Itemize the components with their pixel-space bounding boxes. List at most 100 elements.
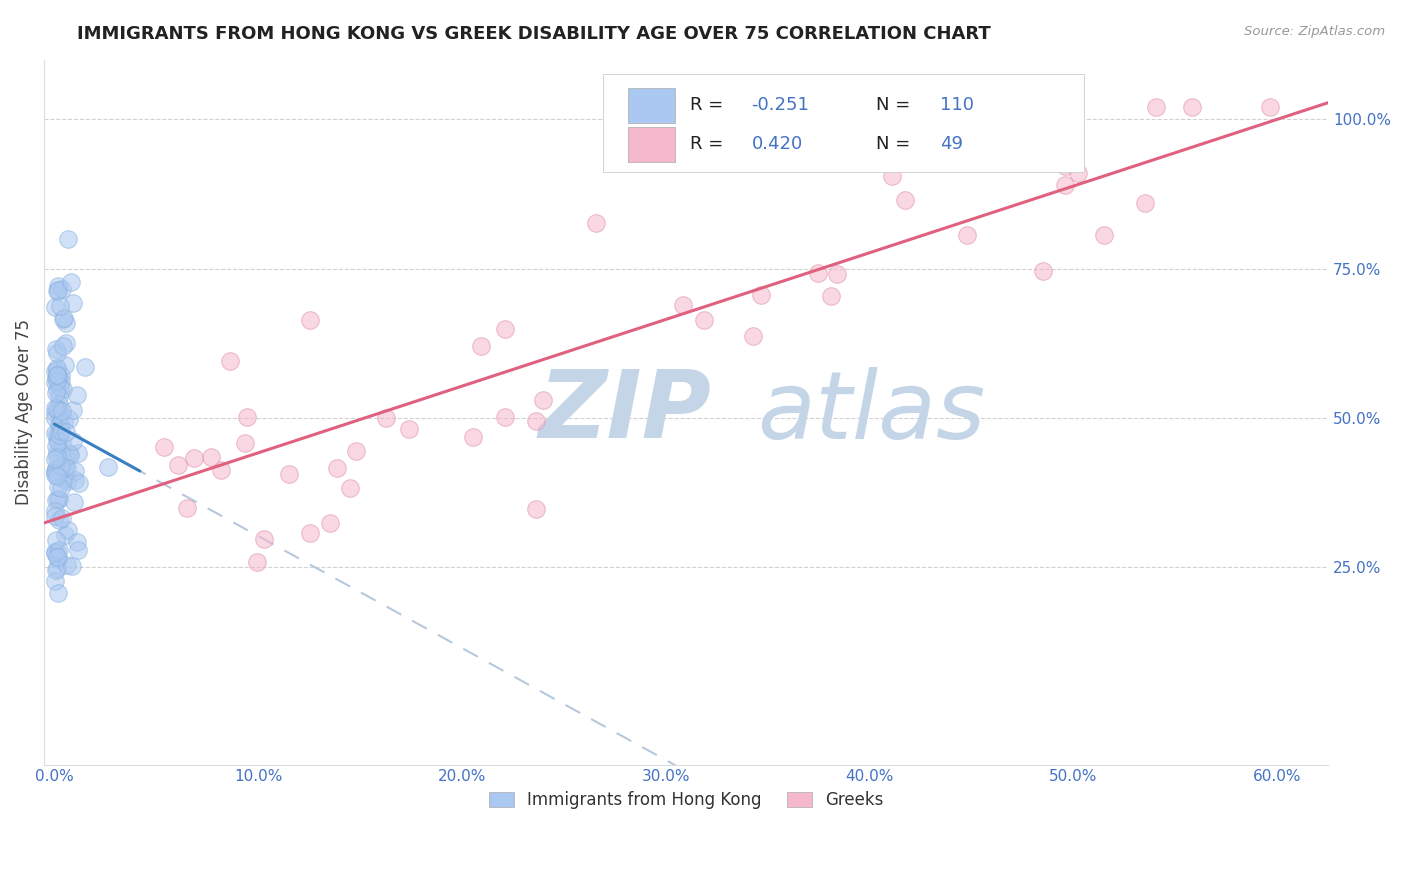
Point: [45, 533, 67, 548]
Point: [219, 354, 242, 368]
Point: [45, 544, 67, 558]
Text: N =: N =: [876, 136, 917, 153]
Point: [44, 546, 66, 560]
Point: [56, 475, 79, 489]
Point: [494, 322, 516, 336]
Point: [463, 430, 485, 444]
Point: [46, 361, 69, 376]
Point: [58, 524, 80, 538]
Point: [1092, 228, 1115, 243]
Point: [45, 432, 67, 446]
Point: [894, 193, 917, 207]
Point: [55, 461, 77, 475]
Point: [51, 282, 73, 296]
Point: [494, 410, 516, 425]
Text: -0.251: -0.251: [752, 96, 810, 114]
Point: [1008, 128, 1031, 143]
Point: [153, 441, 176, 455]
Point: [63, 473, 86, 487]
Point: [97, 460, 120, 475]
Point: [46, 346, 69, 360]
Point: [75, 360, 97, 375]
Point: [45, 469, 67, 483]
Point: [45, 371, 67, 385]
Point: [56, 232, 79, 246]
Point: [55, 316, 77, 330]
Point: [67, 475, 90, 490]
Point: [825, 267, 848, 281]
Point: [67, 446, 90, 460]
Point: [49, 445, 72, 459]
FancyBboxPatch shape: [603, 74, 1084, 172]
Point: [45, 403, 67, 417]
Point: [44, 545, 66, 559]
Point: [46, 382, 69, 396]
Point: [252, 532, 274, 546]
Point: [236, 410, 259, 425]
Point: [52, 414, 75, 428]
Point: [53, 358, 76, 372]
Point: [59, 275, 82, 289]
Point: [62, 402, 84, 417]
Point: [48, 552, 70, 566]
Point: [48, 409, 70, 423]
Y-axis label: Disability Age Over 75: Disability Age Over 75: [15, 319, 32, 505]
Point: [51, 511, 73, 525]
Point: [524, 502, 547, 516]
Point: [46, 279, 69, 293]
Point: [46, 561, 69, 575]
Point: [62, 434, 84, 449]
Point: [56, 558, 79, 573]
Text: R =: R =: [690, 96, 728, 114]
Text: atlas: atlas: [756, 367, 986, 458]
Point: [44, 425, 66, 440]
Point: [55, 335, 77, 350]
Point: [66, 388, 89, 402]
Point: [820, 288, 842, 302]
Point: [51, 403, 73, 417]
Point: [49, 368, 72, 383]
Point: [375, 410, 398, 425]
Point: [48, 417, 70, 431]
Point: [46, 368, 69, 382]
Point: [46, 283, 69, 297]
Point: [48, 491, 70, 506]
Point: [58, 446, 80, 460]
Point: [585, 216, 607, 230]
Point: [46, 426, 69, 441]
Text: 110: 110: [941, 96, 974, 114]
Text: N =: N =: [876, 96, 917, 114]
Point: [46, 479, 69, 493]
Point: [49, 380, 72, 394]
Point: [183, 451, 205, 466]
Point: [45, 563, 67, 577]
Point: [46, 549, 69, 564]
Legend: Immigrants from Hong Kong, Greeks: Immigrants from Hong Kong, Greeks: [482, 785, 890, 816]
Point: [526, 414, 548, 428]
Point: [51, 435, 73, 450]
Point: [53, 473, 76, 487]
Point: [62, 295, 84, 310]
Point: [807, 267, 830, 281]
Point: [956, 228, 979, 243]
Point: [45, 401, 67, 416]
Point: [49, 405, 72, 419]
Point: [44, 467, 66, 482]
Point: [741, 328, 763, 343]
Point: [48, 418, 70, 433]
Text: 0.420: 0.420: [752, 136, 803, 153]
Point: [398, 422, 420, 436]
Bar: [628, 127, 675, 161]
Point: [166, 458, 188, 473]
Point: [470, 339, 492, 353]
Point: [52, 338, 75, 352]
Point: [48, 403, 70, 417]
Point: [53, 311, 76, 326]
Point: [45, 461, 67, 475]
Point: [63, 464, 86, 478]
Point: [44, 411, 66, 425]
Point: [44, 342, 66, 356]
Point: [49, 300, 72, 314]
Text: 49: 49: [941, 136, 963, 153]
Point: [46, 586, 69, 600]
